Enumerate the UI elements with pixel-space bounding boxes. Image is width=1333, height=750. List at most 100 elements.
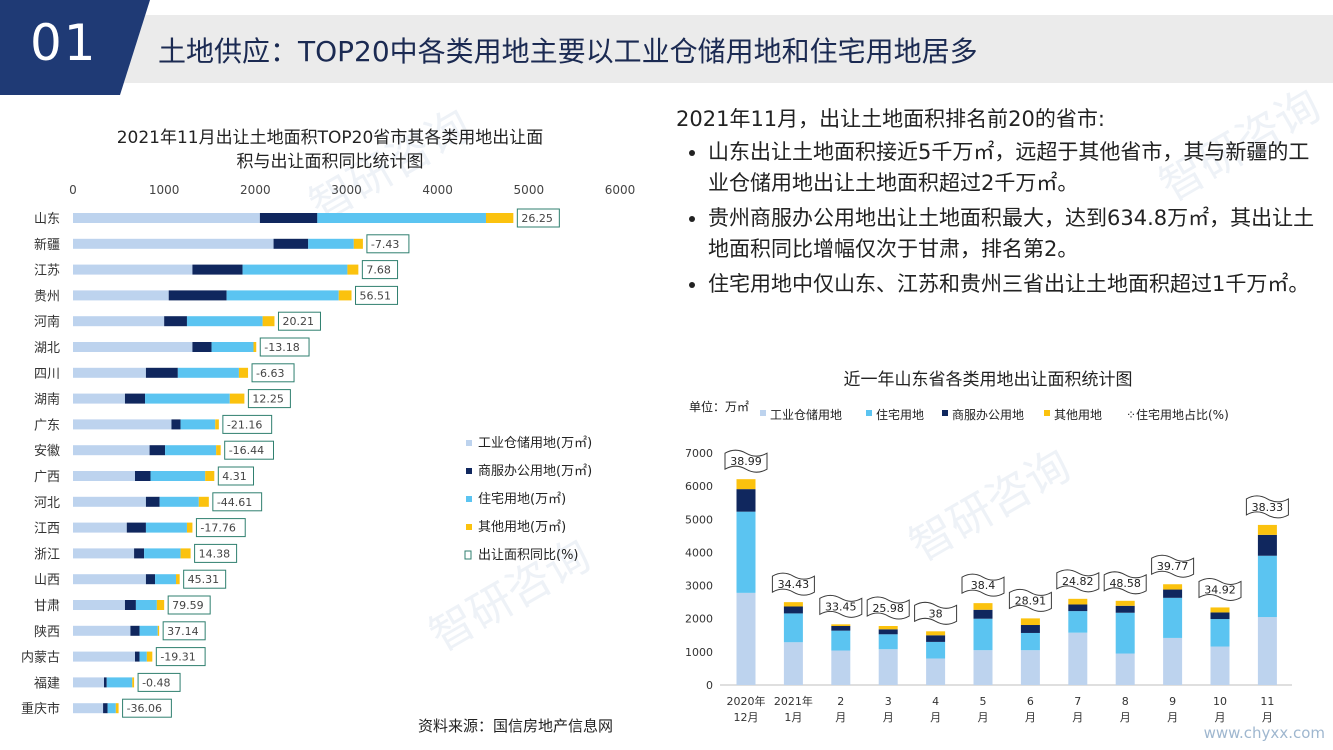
share-data-label: 34.43 — [778, 578, 810, 591]
y-category-label: 山东 — [34, 212, 60, 227]
y-category-label: 江西 — [34, 522, 60, 537]
yoy-label-box — [194, 543, 238, 563]
legend-swatch — [466, 496, 472, 502]
bar-segment — [134, 651, 140, 662]
bar-segment — [149, 445, 166, 456]
yoy-label-box — [366, 234, 410, 254]
legend-label: 其他用地 — [1054, 408, 1102, 422]
x-tick-label: 1000 — [149, 183, 180, 197]
y-category-label: 河北 — [34, 496, 60, 511]
x-category-label: 2020年 — [727, 694, 766, 708]
x-category-label: 8 — [1122, 695, 1129, 708]
bar-segment — [831, 630, 851, 651]
bar-segment — [216, 445, 221, 456]
bar-segment — [157, 625, 160, 636]
yoy-data-label: 79.59 — [172, 599, 204, 612]
chart-title: 2021年11月出让土地面积TOP20省市其各类用地出让面 — [117, 128, 544, 148]
legend-swatch — [1044, 410, 1050, 416]
bar-segment — [150, 471, 206, 481]
yoy-label-box — [277, 311, 321, 331]
unit-label: 单位：万㎡ — [689, 399, 749, 414]
share-label-box — [1103, 571, 1147, 595]
bar-segment — [242, 264, 348, 275]
bar-segment — [186, 522, 193, 533]
bar-segment — [168, 290, 227, 301]
y-category-label: 甘肃 — [34, 599, 60, 614]
share-label-box — [866, 596, 910, 620]
x-tick-label: 5000 — [514, 183, 545, 197]
bar-segment — [159, 496, 199, 507]
y-tick-label: 3000 — [685, 580, 713, 593]
bar-segment — [1068, 632, 1088, 685]
bar-segment — [1020, 632, 1040, 651]
page-title: 土地供应：TOP20中各类用地主要以工业仓储用地和住宅用地居多 — [158, 35, 978, 68]
bar-segment — [1068, 598, 1088, 605]
bar-segment — [215, 419, 219, 430]
bar-segment — [176, 574, 180, 585]
yoy-data-label: 26.25 — [521, 212, 553, 225]
bar-segment — [211, 342, 254, 352]
yoy-data-label: 45.31 — [188, 573, 220, 586]
bar-segment — [139, 651, 147, 662]
y-category-label: 贵州 — [34, 289, 60, 304]
legend-swatch — [466, 468, 472, 474]
legend-swatch — [466, 524, 472, 530]
bar-segment — [73, 625, 131, 636]
y-category-label: 重庆市 — [21, 701, 60, 717]
bar-segment — [783, 606, 803, 614]
x-category-label: 月 — [1072, 711, 1083, 724]
share-label-box — [1056, 569, 1100, 593]
bar-segment — [145, 496, 160, 507]
top20-land-chart: 2021年11月出让土地面积TOP20省市其各类用地出让面积与出让面积同比统计图… — [21, 128, 635, 718]
x-category-label: 月 — [1167, 711, 1178, 724]
bar-segment — [1115, 612, 1135, 654]
x-category-label: 11 — [1260, 695, 1274, 708]
y-tick-label: 4000 — [685, 546, 713, 559]
y-tick-label: 5000 — [685, 513, 713, 526]
summary-bullets: 山东出让土地面积接近5千万㎡，远超于其他省市，其与新疆的工业仓储用地出让土地面积… — [676, 137, 1316, 300]
bar-segment — [736, 479, 756, 490]
x-category-label: 2 — [837, 695, 844, 708]
share-label-box — [1198, 577, 1242, 601]
legend-label: 商服办公用地(万㎡) — [478, 464, 592, 479]
share-data-label: 34.92 — [1204, 583, 1236, 596]
bar-segment — [124, 393, 146, 404]
bar-segment — [878, 626, 898, 630]
share-label-box — [724, 449, 768, 473]
chart-title: 积与出让面积同比统计图 — [237, 152, 424, 172]
bar-segment — [308, 238, 354, 249]
yoy-data-label: -21.16 — [227, 418, 262, 431]
legend-label: 住宅用地(万㎡) — [478, 492, 566, 507]
x-category-label: 月 — [930, 711, 941, 724]
yoy-data-label: -7.43 — [371, 238, 399, 251]
bar-segment — [1210, 646, 1230, 685]
bar-segment — [73, 703, 104, 714]
bar-segment — [180, 419, 216, 430]
share-data-label: 24.82 — [1062, 575, 1094, 588]
yoy-data-label: 14.38 — [199, 547, 231, 560]
bar-segment — [156, 600, 165, 610]
bar-segment — [1210, 607, 1230, 613]
x-category-label: 月 — [883, 711, 894, 724]
x-category-label: 月 — [1025, 711, 1036, 724]
share-data-label: 38.33 — [1252, 501, 1284, 514]
bar-segment — [338, 290, 352, 301]
share-data-label: 38 — [929, 607, 943, 620]
yoy-data-label: 37.14 — [167, 625, 199, 638]
share-data-label: 39.77 — [1157, 560, 1189, 573]
header: 01 土地供应：TOP20中各类用地主要以工业仓储用地和住宅用地居多 — [0, 0, 1333, 95]
bar-segment — [132, 677, 135, 688]
bar-segment — [1115, 600, 1135, 606]
bar-segment — [73, 445, 150, 456]
legend-swatch — [942, 410, 948, 416]
y-category-label: 湖南 — [34, 392, 60, 408]
yoy-label-box — [183, 569, 227, 589]
bar-segment — [73, 574, 146, 585]
yoy-data-label: 7.68 — [366, 264, 391, 277]
yoy-data-label: -19.31 — [160, 651, 195, 664]
yoy-label-box — [251, 363, 295, 383]
bar-segment — [103, 703, 108, 714]
section-number-box — [0, 0, 150, 95]
yoy-label-box — [162, 621, 206, 641]
